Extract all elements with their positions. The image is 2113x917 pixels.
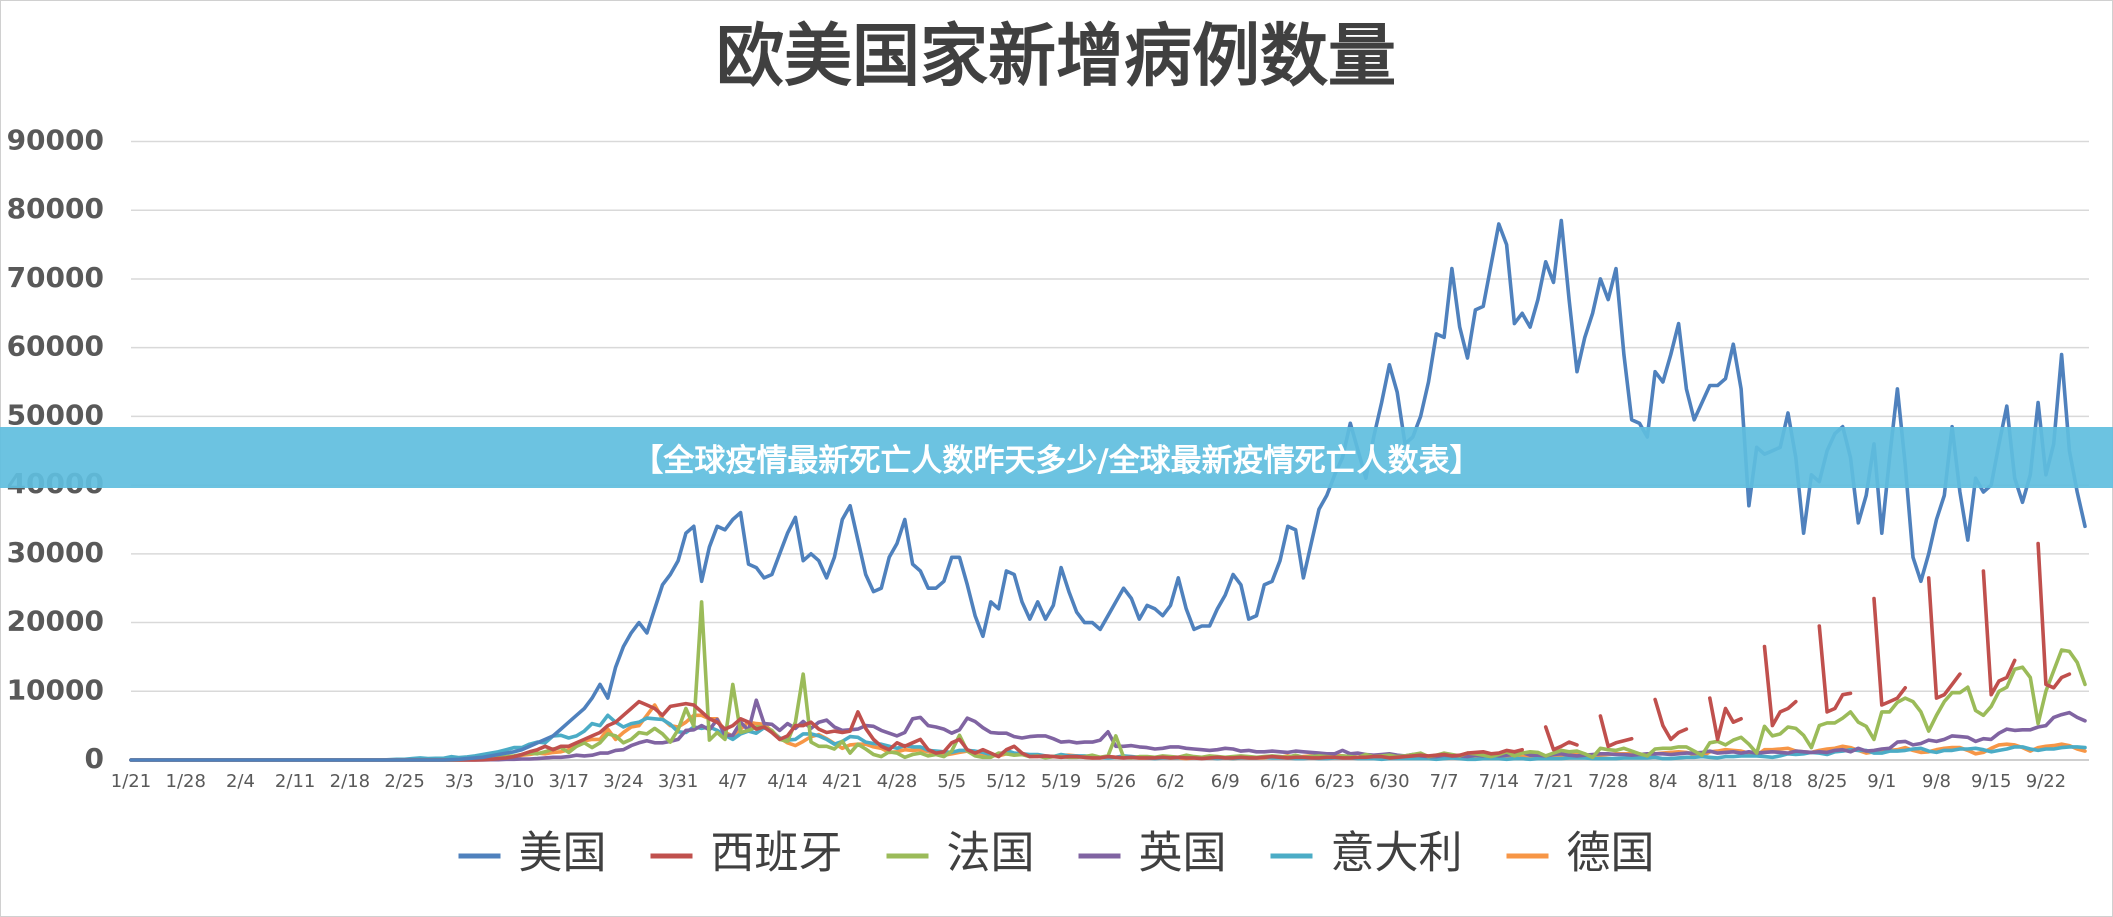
x-tick-label: 6/23 [1314, 771, 1354, 792]
series-line [129, 218, 2087, 762]
x-tick-label: 5/26 [1096, 771, 1136, 792]
series-line [129, 600, 2087, 762]
banner-text: 【全球疫情最新死亡人数昨天多少/全球最新疫情死亡人数表】 [632, 443, 1481, 479]
y-tick-label: 70000 [7, 261, 104, 294]
x-tick-label: 7/14 [1479, 771, 1519, 792]
x-tick-label: 2/18 [330, 771, 370, 792]
legend-label: 法国 [947, 828, 1035, 879]
y-tick-label: 0 [85, 742, 104, 775]
y-tick-label: 20000 [7, 605, 104, 638]
x-tick-label: 1/21 [111, 771, 151, 792]
legend: 美国 西班牙 法国 英国 意大利 德国 [458, 828, 1655, 879]
x-tick-label: 8/11 [1697, 771, 1737, 792]
legend-label: 美国 [519, 828, 607, 879]
y-tick-label: 60000 [7, 330, 104, 363]
x-tick-label: 8/25 [1807, 771, 1847, 792]
x-tick-label: 5/12 [986, 771, 1026, 792]
series-line [129, 541, 2072, 762]
x-tick-label: 9/8 [1922, 771, 1951, 792]
x-tick-label: 8/18 [1752, 771, 1792, 792]
x-tick-label: 4/28 [877, 771, 917, 792]
x-tick-label: 4/7 [718, 771, 747, 792]
x-tick-label: 4/21 [822, 771, 862, 792]
y-tick-label: 50000 [7, 398, 104, 431]
x-tick-label: 5/5 [937, 771, 966, 792]
y-tick-label: 80000 [7, 192, 104, 225]
x-tick-label: 1/28 [166, 771, 206, 792]
x-tick-label: 3/24 [603, 771, 643, 792]
x-tick-label: 7/21 [1533, 771, 1573, 792]
x-tick-label: 3/10 [494, 771, 534, 792]
x-tick-label: 3/31 [658, 771, 698, 792]
x-tick-label: 9/15 [1971, 771, 2011, 792]
legend-label: 德国 [1567, 828, 1655, 879]
y-tick-label: 90000 [7, 124, 104, 157]
x-tick-label: 9/22 [2026, 771, 2066, 792]
x-tick-label: 8/4 [1648, 771, 1677, 792]
x-tick-label: 6/30 [1369, 771, 1409, 792]
legend-label: 西班牙 [711, 828, 843, 879]
x-tick-label: 5/19 [1041, 771, 1081, 792]
banner: 【全球疫情最新死亡人数昨天多少/全球最新疫情死亡人数表】 [0, 427, 2113, 488]
legend-label: 意大利 [1331, 828, 1463, 879]
x-tick-label: 2/4 [226, 771, 255, 792]
legend-label: 英国 [1139, 828, 1227, 879]
x-tick-label: 9/1 [1867, 771, 1896, 792]
y-tick-label: 10000 [7, 673, 104, 706]
x-tick-label: 6/16 [1260, 771, 1300, 792]
x-tick-label: 7/28 [1588, 771, 1628, 792]
x-tick-label: 2/25 [384, 771, 424, 792]
x-tick-label: 4/14 [767, 771, 807, 792]
y-tick-label: 30000 [7, 536, 104, 569]
x-tick-label: 7/7 [1430, 771, 1459, 792]
x-tick-label: 3/3 [445, 771, 474, 792]
x-tick-label: 6/9 [1211, 771, 1240, 792]
x-tick-label: 3/17 [548, 771, 588, 792]
x-tick-label: 2/11 [275, 771, 315, 792]
x-tick-label: 6/2 [1156, 771, 1185, 792]
chart-title: 欧美国家新增病例数量 [716, 17, 1396, 97]
